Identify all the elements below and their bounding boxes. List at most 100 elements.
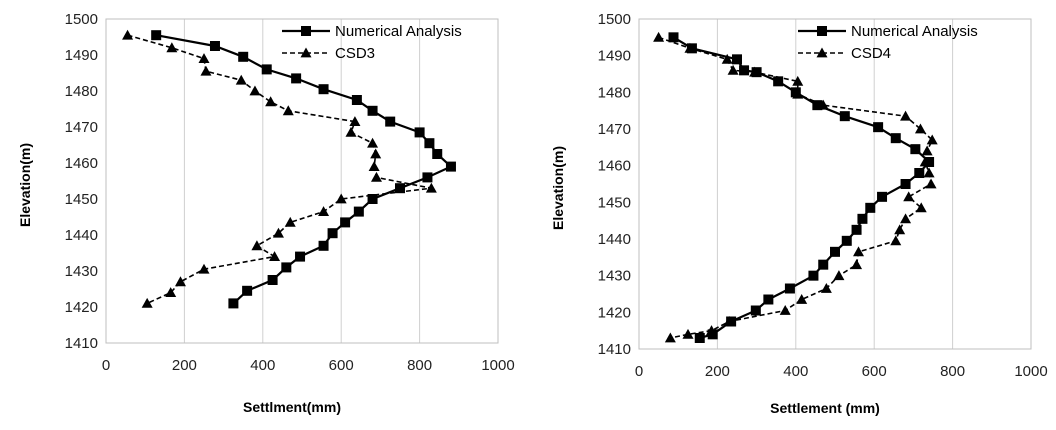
x-tick-label: 400 (250, 357, 275, 374)
y-tick-label: 1480 (65, 83, 98, 100)
data-point-square (367, 105, 378, 116)
y-axis-title: Elevation(m) (17, 143, 33, 227)
data-point-triangle (914, 123, 926, 134)
data-point-square (818, 259, 829, 270)
data-point-square (367, 194, 378, 204)
data-point-triangle (721, 53, 733, 64)
data-point-triangle (198, 53, 210, 63)
data-point-square (432, 149, 443, 159)
data-point-triangle (284, 216, 296, 227)
data-point-triangle (779, 305, 791, 315)
data-point-square (238, 51, 249, 62)
data-point-square (318, 240, 329, 251)
y-tick-label: 1500 (598, 11, 631, 28)
y-tick-label: 1430 (65, 263, 98, 280)
x-tick-label: 600 (329, 357, 354, 374)
data-point-triangle (200, 65, 212, 76)
legend-marker-square (301, 26, 311, 36)
y-tick-label: 1460 (65, 155, 98, 172)
legend-label: CSD3 (335, 45, 375, 62)
legend-marker-square (817, 26, 827, 36)
data-point-square (914, 168, 925, 178)
data-point-square (291, 73, 302, 84)
x-tick-label: 1000 (481, 357, 514, 374)
data-point-triangle (122, 29, 134, 40)
data-point-square (808, 270, 819, 281)
data-point-square (857, 213, 868, 224)
x-tick-label: 800 (940, 363, 965, 380)
data-point-triangle (664, 332, 676, 343)
data-point-triangle (345, 126, 357, 137)
data-point-triangle (684, 42, 696, 53)
plot-frame (638, 18, 1032, 350)
y-tick-label: 1450 (65, 191, 98, 208)
data-point-square (773, 76, 784, 87)
data-point-triangle (251, 240, 263, 251)
data-point-square (353, 206, 364, 217)
y-tick-label: 1460 (598, 158, 631, 175)
y-axis-title: Elevation(m) (550, 146, 566, 230)
data-point-square (900, 179, 911, 189)
data-point-square (924, 157, 935, 167)
data-point-triangle (235, 74, 247, 85)
data-point-triangle (853, 246, 865, 257)
data-point-square (865, 202, 876, 213)
data-point-triangle (915, 202, 927, 213)
data-point-square (873, 122, 884, 133)
series-line-solid (155, 34, 453, 305)
data-point-triangle (900, 213, 912, 224)
data-point-square (830, 246, 840, 257)
x-tick-label: 200 (172, 357, 197, 374)
y-tick-label: 1410 (598, 341, 631, 358)
plot-frame (105, 18, 499, 344)
data-point-square (327, 228, 338, 239)
data-point-triangle (370, 171, 382, 182)
data-point-triangle (792, 75, 804, 86)
chart-1: 0 200 400 600 800 1000 1410 1420 1430 1440 1450 146… (17, 11, 515, 415)
data-point-triangle (272, 227, 284, 238)
data-point-triangle (706, 325, 718, 336)
data-point-triangle (851, 259, 863, 270)
y-tick-label: 1440 (598, 231, 631, 248)
data-point-square (340, 217, 351, 228)
data-point-triangle (335, 193, 347, 204)
y-tick-label: 1420 (598, 304, 631, 321)
data-point-square (732, 54, 742, 65)
data-point-square (851, 224, 862, 235)
y-tick-label: 1420 (65, 299, 98, 316)
legend-marker-triangle (816, 47, 828, 58)
data-point-triangle (349, 116, 361, 126)
data-point-triangle (923, 167, 935, 178)
data-point-triangle (367, 137, 379, 148)
data-point-square (668, 32, 679, 43)
data-point-triangle (833, 270, 845, 281)
data-point-square (228, 298, 239, 309)
x-tick-label: 800 (407, 357, 432, 374)
data-point-triangle (903, 191, 915, 202)
data-point-square (890, 133, 901, 144)
data-point-square (422, 172, 433, 183)
data-point-square (351, 95, 362, 105)
data-point-triangle (921, 145, 933, 156)
y-tick-label: 1480 (598, 84, 631, 101)
data-point-square (395, 183, 405, 194)
data-point-square (151, 30, 162, 41)
data-point-triangle (269, 251, 281, 261)
x-tick-label: 200 (705, 363, 730, 380)
x-tick-label: 600 (862, 363, 887, 380)
data-point-triangle (174, 276, 186, 287)
data-point-square (841, 235, 852, 246)
x-tick-label: 0 (635, 363, 643, 380)
data-point-triangle (265, 96, 277, 107)
data-point-square (812, 100, 823, 111)
data-point-triangle (141, 297, 153, 308)
data-point-square (694, 333, 705, 343)
data-point-square (784, 283, 795, 294)
y-tick-label: 1430 (598, 268, 631, 285)
data-point-square (763, 294, 774, 305)
data-point-square (242, 285, 253, 296)
data-point-square (877, 191, 888, 202)
x-tick-label: 1000 (1014, 363, 1047, 380)
y-tick-label: 1450 (598, 194, 631, 211)
data-point-triangle (792, 88, 804, 99)
